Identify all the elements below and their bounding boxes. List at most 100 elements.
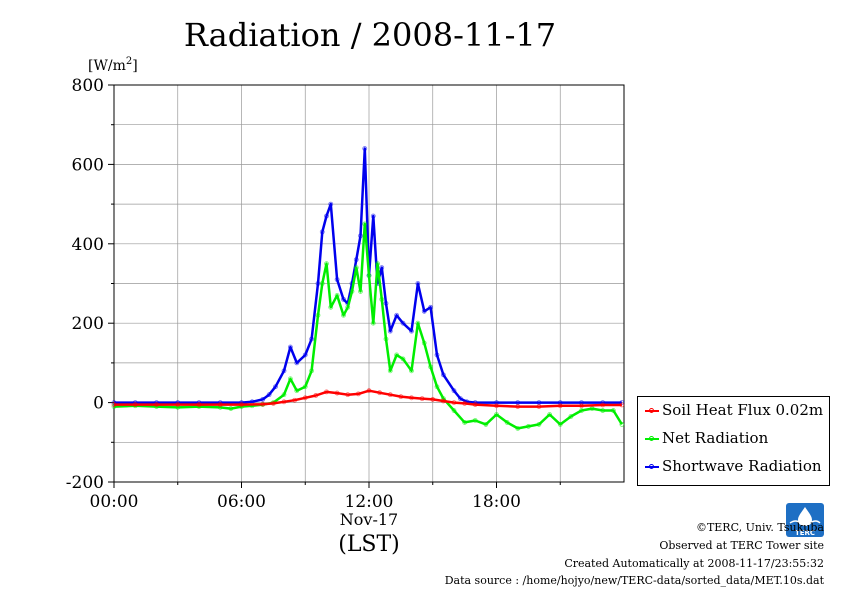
data-point-shortwave-radiation [428, 304, 434, 310]
data-point-soil-heat-flux-0-02m [579, 403, 584, 409]
logo-text: TERC [795, 529, 815, 537]
data-point-soil-heat-flux-0-02m [302, 395, 308, 401]
data-point-shortwave-radiation [324, 213, 329, 219]
y-axis: -200 0 200 400 600 800 [66, 76, 114, 493]
data-point-net-radiation [387, 368, 393, 374]
data-point-soil-heat-flux-0-02m [260, 401, 266, 407]
legend-label-net-radiation: Net Radiation [662, 429, 769, 447]
data-point-net-radiation [400, 356, 406, 362]
data-point-net-radiation [472, 418, 478, 423]
data-point-net-radiation [349, 289, 355, 294]
data-point-net-radiation [281, 392, 287, 398]
data-point-shortwave-radiation [334, 277, 340, 282]
data-point-net-radiation [394, 352, 400, 358]
data-point-soil-heat-flux-0-02m [430, 397, 436, 402]
legend-label-shortwave-radiation: Shortwave Radiation [662, 457, 822, 475]
series-line-shortwave-radiation [114, 147, 622, 404]
data-point-soil-heat-flux-0-02m [217, 402, 223, 407]
data-point-soil-heat-flux-0-02m [440, 398, 446, 404]
legend-marker-shortwave-radiation [649, 464, 654, 469]
data-point-shortwave-radiation [309, 336, 315, 342]
data-point-net-radiation [370, 320, 376, 326]
data-point-net-radiation [568, 414, 574, 419]
data-point-soil-heat-flux-0-02m [472, 402, 478, 407]
data-point-shortwave-radiation [353, 257, 359, 263]
water-drop-icon [798, 507, 812, 526]
series-line-soil-heat-flux-0-02m [114, 389, 622, 408]
data-point-shortwave-radiation [440, 372, 446, 378]
data-point-shortwave-radiation [421, 308, 427, 314]
data-point-shortwave-radiation [394, 312, 400, 318]
copyright-text: ©TERC, Univ. Tsukuba [695, 521, 824, 534]
data-point-net-radiation [319, 281, 325, 286]
data-point-soil-heat-flux-0-02m [355, 391, 361, 397]
data-point-net-radiation [494, 412, 499, 417]
series-line-net-radiation [113, 222, 623, 430]
data-point-shortwave-radiation [341, 296, 346, 302]
data-point-net-radiation [324, 261, 329, 267]
data-point-net-radiation [600, 408, 606, 413]
observed-text: Observed at TERC Tower site [659, 539, 824, 552]
data-point-net-radiation [228, 406, 234, 411]
data-point-net-radiation [328, 304, 334, 310]
data-point-net-radiation [302, 384, 308, 390]
data-point-shortwave-radiation [328, 201, 334, 207]
data-point-net-radiation [483, 422, 489, 427]
chart-title: Radiation / 2008-11-17 [184, 16, 556, 54]
data-point-net-radiation [415, 320, 421, 326]
legend-marker-soil-heat-flux [649, 408, 654, 413]
data-point-soil-heat-flux-0-02m [515, 404, 521, 409]
data-point-shortwave-radiation [400, 320, 406, 326]
data-point-soil-heat-flux-0-02m [419, 396, 425, 402]
x-tick-label: 00:00 [90, 492, 139, 512]
terc-logo: TERC [786, 503, 824, 537]
data-point-shortwave-radiation [319, 229, 325, 235]
data-point-shortwave-radiation [266, 392, 272, 398]
y-tick-label: -200 [66, 473, 104, 493]
x-axis-date-label: Nov-17 [340, 510, 398, 529]
data-point-net-radiation [579, 408, 584, 413]
legend-label-soil-heat-flux: Soil Heat Flux 0.02m [662, 401, 824, 419]
created-text: Created Automatically at 2008-11-17/23:5… [564, 557, 824, 570]
data-point-net-radiation [309, 368, 315, 374]
series-layer [111, 146, 625, 431]
legend-item-soil-heat-flux: Soil Heat Flux 0.02m [638, 399, 829, 423]
data-point-soil-heat-flux-0-02m [619, 402, 625, 408]
data-point-net-radiation [434, 384, 440, 390]
data-point-net-radiation [421, 340, 427, 346]
data-point-soil-heat-flux-0-02m [111, 402, 117, 407]
data-point-soil-heat-flux-0-02m [324, 389, 329, 395]
legend: Soil Heat Flux 0.02m Net Radiation Short… [637, 396, 830, 486]
data-point-net-radiation [287, 376, 293, 382]
data-point-shortwave-radiation [457, 396, 463, 402]
data-point-soil-heat-flux-0-02m [462, 400, 468, 406]
data-point-shortwave-radiation [434, 352, 440, 358]
data-point-soil-heat-flux-0-02m [387, 392, 393, 398]
data-point-shortwave-radiation [370, 213, 376, 219]
data-point-shortwave-radiation [273, 384, 278, 390]
data-point-net-radiation [462, 420, 468, 425]
data-point-soil-heat-flux-0-02m [175, 402, 181, 407]
y-tick-label: 200 [72, 314, 104, 334]
data-point-net-radiation [525, 424, 531, 429]
data-point-soil-heat-flux-0-02m [132, 402, 138, 407]
data-point-shortwave-radiation [302, 352, 308, 358]
data-point-shortwave-radiation [358, 233, 363, 239]
x-axis: 00:00 06:00 12:00 18:00 [90, 482, 561, 512]
data-point-net-radiation [358, 289, 363, 294]
x-tick-label: 06:00 [217, 492, 266, 512]
data-point-net-radiation [345, 304, 351, 310]
data-point-shortwave-radiation [383, 300, 389, 306]
x-tick-label: 18:00 [472, 492, 521, 512]
data-point-net-radiation [409, 368, 414, 374]
data-point-soil-heat-flux-0-02m [334, 390, 340, 396]
data-point-soil-heat-flux-0-02m [398, 394, 404, 400]
data-point-soil-heat-flux-0-02m [494, 403, 499, 409]
data-point-net-radiation [610, 408, 616, 413]
data-point-shortwave-radiation [281, 368, 287, 374]
data-point-shortwave-radiation [451, 388, 457, 394]
data-point-shortwave-radiation [409, 328, 414, 334]
data-point-shortwave-radiation [287, 344, 293, 350]
data-point-net-radiation [334, 293, 340, 298]
